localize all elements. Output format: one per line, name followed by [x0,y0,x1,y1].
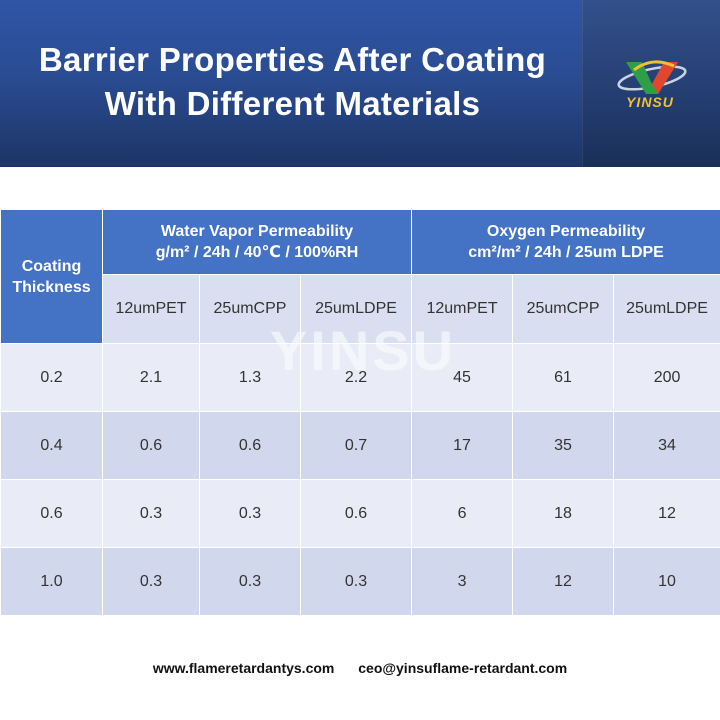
water-vapor-group-header: Water Vapor Permeability g/m² / 24h / 40… [101,209,413,275]
email-link[interactable]: ceo@yinsuflame-retardant.com [358,660,568,676]
page-title: Barrier Properties After Coating With Di… [10,38,575,126]
oxygen-title: Oxygen Permeability [486,223,646,240]
value-cell: 45 [411,343,514,412]
yinsu-logo-icon [617,60,687,94]
thickness-cell: 0.4 [0,411,103,480]
table-row: 0.4 0.6 0.6 0.7 17 35 34 [0,411,720,480]
coating-thickness-header-line-2: Thickness [12,278,91,296]
thickness-cell: 0.2 [0,343,103,412]
value-cell: 2.1 [102,343,200,412]
logo-text: YINSU [626,94,674,110]
water-vapor-title: Water Vapor Permeability [160,223,354,240]
value-cell: 0.6 [199,411,301,480]
value-cell: 34 [613,411,720,480]
page-title-line-1: Barrier Properties After Coating [38,41,547,78]
value-cell: 61 [512,343,615,412]
footer: www.flameretardantys.com ceo@yinsuflame-… [0,660,720,676]
value-cell: 200 [613,343,720,412]
column-header: 25umCPP [512,274,615,344]
table-row: 1.0 0.3 0.3 0.3 3 12 10 [0,547,720,616]
table-row: 0.2 2.1 1.3 2.2 45 61 200 [0,343,720,412]
thickness-cell: 0.6 [0,479,103,548]
value-cell: 0.3 [102,479,200,548]
value-cell: 0.6 [299,479,413,548]
value-cell: 18 [512,479,615,548]
value-cell: 0.3 [102,547,200,616]
value-cell: 0.6 [102,411,200,480]
column-header: 25umLDPE [299,274,413,344]
oxygen-group-header: Oxygen Permeability cm²/m² / 24h / 25um … [411,209,720,275]
column-header: 25umLDPE [613,274,720,344]
value-cell: 10 [613,547,720,616]
value-cell: 2.2 [299,343,413,412]
value-cell: 0.7 [299,411,413,480]
value-cell: 0.3 [299,547,413,616]
value-cell: 6 [411,479,514,548]
column-header: 25umCPP [199,274,301,344]
barrier-properties-table: Coating Thickness Water Vapor Permeabili… [0,209,720,616]
coating-thickness-header: Coating Thickness [0,209,103,344]
value-cell: 12 [613,479,720,548]
value-cell: 35 [512,411,615,480]
value-cell: 1.3 [199,343,301,412]
website-link[interactable]: www.flameretardantys.com [152,660,335,676]
value-cell: 0.3 [199,547,301,616]
value-cell: 3 [411,547,514,616]
oxygen-unit: cm²/m² / 24h / 25um LDPE [468,244,664,261]
thickness-cell: 1.0 [0,547,103,616]
header-banner: Barrier Properties After Coating With Di… [0,0,720,167]
column-header: 12umPET [411,274,514,344]
table-row: 0.6 0.3 0.3 0.6 6 18 12 [0,479,720,548]
column-header: 12umPET [102,274,200,344]
water-vapor-unit: g/m² / 24h / 40℃ / 100%RH [155,244,359,261]
value-cell: 12 [512,547,615,616]
page-title-line-2: With Different Materials [104,85,481,122]
coating-thickness-header-line-1: Coating [21,257,82,275]
value-cell: 17 [411,411,514,480]
value-cell: 0.3 [199,479,301,548]
